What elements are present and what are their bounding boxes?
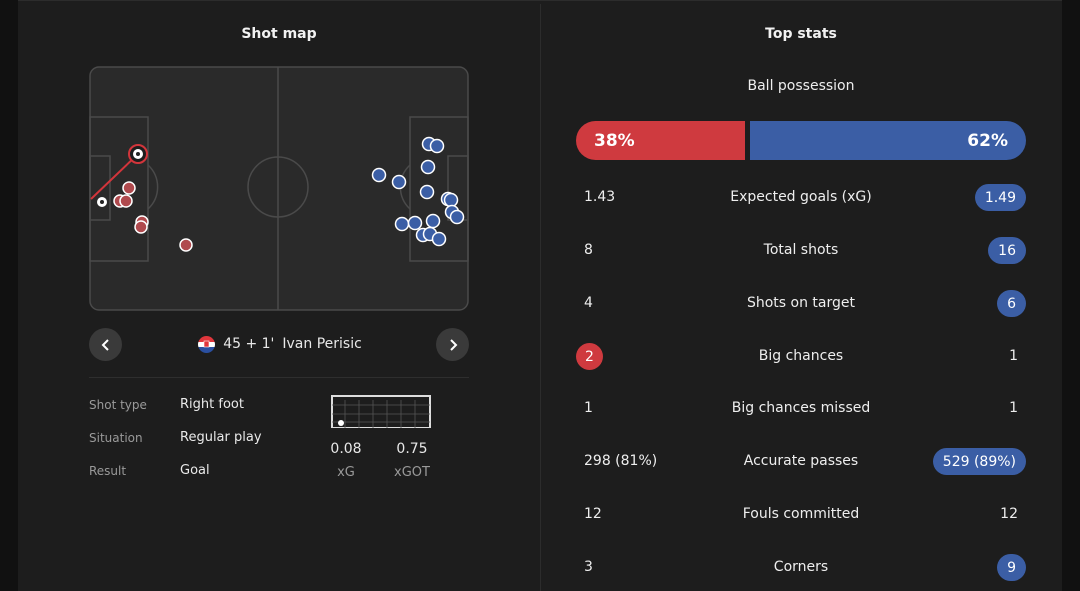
stat-home-value: 3 (584, 559, 593, 575)
away-shot-marker (425, 213, 441, 229)
center-circle (247, 156, 309, 218)
away-shot-marker (429, 138, 445, 154)
stat-row: 3 Corners 9 (576, 554, 1026, 582)
next-shot-button[interactable] (436, 328, 469, 361)
football-icon-patch (136, 152, 140, 156)
away-shot-marker (371, 167, 387, 183)
selected-shot-trajectory (90, 153, 139, 200)
stat-row: 1 Big chances missed 1 (576, 395, 1026, 423)
stat-label: Fouls committed (742, 506, 860, 522)
panel-divider (540, 4, 541, 591)
away-shot-marker (407, 215, 423, 231)
possession-away-value: 62% (967, 130, 1008, 151)
stat-label: Accurate passes (743, 453, 859, 469)
stat-label: Corners (773, 559, 829, 575)
stat-label: Shots on target (746, 295, 855, 311)
away-shot-marker (431, 231, 447, 247)
possession-home-bar: 38% (576, 121, 745, 160)
details-divider (89, 377, 469, 378)
away-shot-marker (391, 174, 407, 190)
pitch-outline (89, 66, 469, 311)
goal-frame-diagram (331, 395, 431, 428)
previous-shot-button[interactable] (89, 328, 122, 361)
stat-row: 8 Total shots 16 (576, 237, 1026, 265)
away-shot-marker (449, 209, 465, 225)
shot-player-name: Ivan Perisic (282, 336, 362, 352)
stat-row: 4 Shots on target 6 (576, 290, 1026, 318)
stat-away-value: 1 (1009, 348, 1018, 364)
stat-home-value: 8 (584, 242, 593, 258)
stat-away-value: 16 (988, 237, 1026, 264)
shot-map-pitch[interactable] (89, 66, 469, 311)
possession-label: Ball possession (747, 78, 855, 94)
situation-value: Regular play (180, 430, 262, 445)
stat-away-value: 1 (1009, 400, 1018, 416)
stat-away-value: 12 (1000, 506, 1018, 522)
shot-minute: 45 + 1' (223, 336, 275, 352)
xgot-label: xGOT (394, 465, 430, 480)
home-shot-marker (179, 238, 193, 252)
xg-value: 0.08 (330, 441, 362, 457)
stat-row: 1.43 Expected goals (xG) 1.49 (576, 184, 1026, 212)
shot-map-title: Shot map (241, 26, 317, 42)
stat-home-value: 4 (584, 295, 593, 311)
stat-row: 2 Big chances 1 (576, 343, 1026, 371)
chevron-left-icon (101, 338, 109, 351)
chevron-right-icon (449, 338, 457, 351)
result-label: Result (89, 464, 127, 478)
stat-label: Big chances (758, 348, 844, 364)
stat-away-value: 1.49 (974, 184, 1026, 211)
left-goal-box (89, 155, 111, 221)
stat-label: Expected goals (xG) (730, 189, 872, 205)
xgot-value: 0.75 (396, 441, 428, 457)
result-value: Goal (180, 463, 210, 478)
goal-ball-icon-patch (100, 200, 104, 204)
stat-away-value: 529 (89%) (932, 448, 1026, 475)
stat-row: 12 Fouls committed 12 (576, 501, 1026, 529)
football-icon (338, 420, 344, 426)
xg-label: xG (337, 465, 355, 480)
possession-away-bar: 62% (750, 121, 1026, 160)
away-shot-marker (420, 159, 436, 175)
possession-home-value: 38% (594, 130, 635, 151)
shot-caption: 45 + 1' Ivan Perisic (150, 333, 410, 355)
stat-home-value: 12 (584, 506, 602, 522)
stat-home-value: 1 (584, 400, 593, 416)
away-shot-marker (443, 192, 459, 208)
croatia-flag-icon (198, 335, 216, 353)
stat-label: Big chances missed (731, 400, 871, 416)
stat-home-value: 1.43 (584, 189, 616, 205)
stat-away-value: 6 (997, 290, 1026, 317)
shot-type-value: Right foot (180, 397, 244, 412)
stat-home-value: 298 (81%) (584, 453, 658, 469)
situation-label: Situation (89, 431, 143, 445)
home-shot-marker (134, 220, 148, 234)
away-shot-marker (394, 216, 410, 232)
shot-type-label: Shot type (89, 398, 147, 412)
away-shot-marker (419, 184, 435, 200)
home-shot-marker (122, 181, 136, 195)
stat-row: 298 (81%) Accurate passes 529 (89%) (576, 448, 1026, 476)
top-stats-title: Top stats (765, 26, 837, 42)
stat-away-value: 9 (997, 554, 1026, 581)
stat-home-value: 2 (576, 343, 603, 370)
stat-label: Total shots (763, 242, 839, 258)
left-arc (147, 164, 159, 210)
home-shot-marker (119, 194, 133, 208)
